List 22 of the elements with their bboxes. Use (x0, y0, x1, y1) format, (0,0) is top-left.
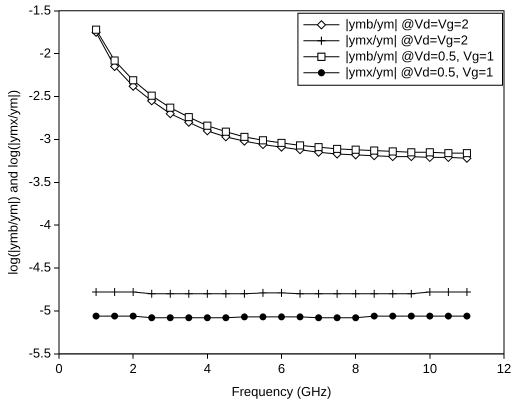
y-tick-label: -5 (39, 302, 51, 318)
y-tick-label: -2 (39, 45, 51, 60)
y-tick-label: -3.5 (28, 174, 51, 189)
y-tick-label: -2.5 (28, 88, 51, 104)
y-tick-label: -4 (39, 216, 51, 232)
legend-label: |ymx/ym| @Vd=0.5, Vg=1 (345, 64, 494, 80)
x-tick-label: 4 (204, 361, 211, 376)
y-tick-label: -5.5 (28, 345, 51, 360)
legend-label: |ymb/ym| @Vd=0.5, Vg=1 (345, 48, 494, 64)
x-axis-title: Frequency (GHz) (232, 384, 332, 399)
y-axis-title: log(|ymb/ym|) and log(|ymx/ym|) (5, 90, 20, 275)
x-tick-label: 8 (352, 361, 360, 376)
y-tick-label: -1.5 (28, 2, 51, 18)
y-tick-label: -3 (39, 131, 51, 146)
x-tick-label: 6 (278, 361, 286, 376)
x-tick-label: 0 (55, 361, 63, 376)
y-tick-label: -4.5 (28, 260, 51, 275)
legend-label: |ymx/ym| @Vd=Vg=2 (345, 32, 468, 48)
legend-label: |ymb/ym| @Vd=Vg=2 (345, 16, 469, 32)
x-tick-label: 10 (422, 361, 438, 376)
x-tick-label: 2 (130, 361, 137, 376)
x-tick-label: 12 (496, 361, 512, 376)
